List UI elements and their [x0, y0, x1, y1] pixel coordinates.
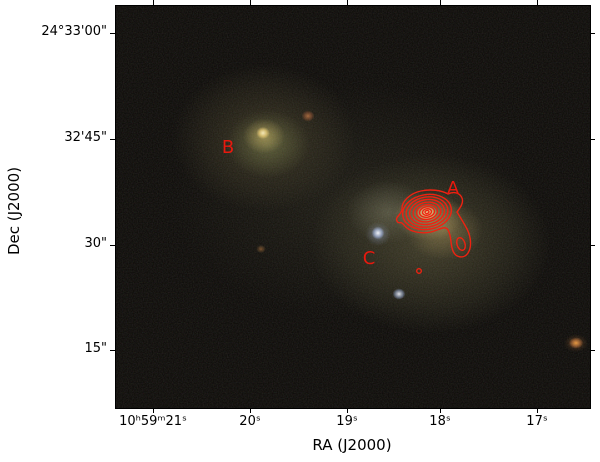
x-tick-label: 18ˢ: [429, 414, 451, 429]
y-tick-right: [590, 245, 595, 247]
y-tick-left: [110, 139, 115, 141]
x-tick-bottom: [347, 408, 349, 413]
y-tick-left: [110, 33, 115, 35]
x-axis-title: RA (J2000): [312, 436, 392, 454]
x-tick-label: 19ˢ: [336, 414, 358, 429]
y-tick-label: 15": [84, 341, 107, 356]
y-tick-label: 24°33'00": [41, 24, 107, 39]
x-tick-top: [153, 0, 155, 5]
y-tick-right: [590, 350, 595, 352]
x-tick-top: [537, 0, 539, 5]
y-tick-right: [590, 33, 595, 35]
y-tick-left: [110, 350, 115, 352]
x-tick-bottom: [537, 408, 539, 413]
x-tick-bottom: [153, 408, 155, 413]
y-tick-label: 32'45": [64, 130, 107, 145]
source-label-c: C: [362, 248, 376, 269]
contour-point: [416, 268, 423, 275]
image-noise-texture: [116, 6, 590, 408]
x-tick-top: [440, 0, 442, 5]
source-label-a: A: [446, 178, 460, 199]
x-tick-label: 20ˢ: [239, 414, 261, 429]
x-tick-top: [250, 0, 252, 5]
sky-image: A B C: [115, 5, 591, 409]
outer-contour: [395, 189, 472, 258]
y-tick-left: [110, 245, 115, 247]
contour-overlay: [395, 189, 472, 275]
x-tick-label: 17ˢ: [526, 414, 548, 429]
x-tick-label: 10ʰ59ᵐ21ˢ: [119, 414, 187, 429]
y-axis-title: Dec (J2000): [5, 166, 23, 256]
y-tick-right: [590, 139, 595, 141]
source-label-b: B: [221, 137, 235, 158]
contour-lines: [395, 189, 472, 275]
x-tick-bottom: [440, 408, 442, 413]
secondary-loop-contour: [455, 236, 467, 252]
x-tick-bottom: [250, 408, 252, 413]
y-tick-label: 30": [84, 236, 107, 251]
x-tick-top: [347, 0, 349, 5]
